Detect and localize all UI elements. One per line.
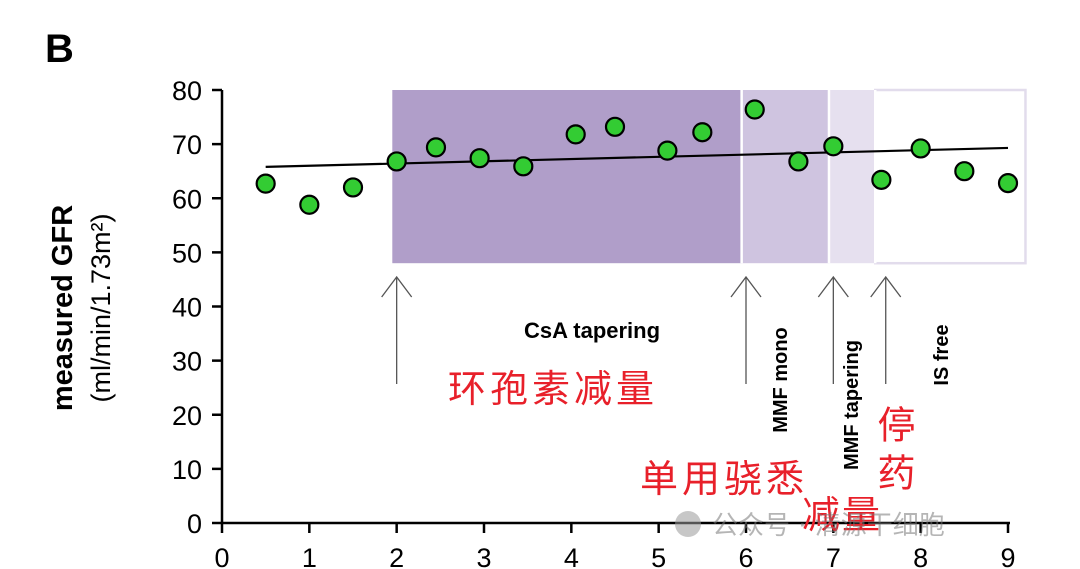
y-tick-label: 30 bbox=[172, 347, 202, 377]
data-point bbox=[604, 116, 626, 137]
annotation-cn-mmf-tapering: 减量 bbox=[802, 493, 882, 537]
phase-region-2 bbox=[828, 90, 876, 264]
watermark: 公众号 · 清源干细胞 bbox=[675, 511, 945, 541]
watermark-logo-icon bbox=[675, 511, 701, 537]
data-point bbox=[657, 140, 678, 161]
phase-arrows bbox=[381, 275, 902, 384]
x-tick-label: 5 bbox=[651, 543, 666, 569]
data-point bbox=[565, 124, 586, 145]
phase-region-0 bbox=[392, 90, 742, 264]
data-points bbox=[255, 99, 1019, 215]
x-tick-label: 4 bbox=[564, 543, 579, 569]
x-tick-label: 9 bbox=[1000, 543, 1015, 569]
annotation-cn-is-free: 停药 bbox=[871, 405, 915, 501]
y-axis-title: measured GFR bbox=[47, 205, 79, 411]
data-point bbox=[871, 169, 892, 190]
data-point bbox=[342, 177, 364, 198]
panel-label: B bbox=[45, 27, 74, 71]
data-point bbox=[954, 161, 975, 182]
data-point bbox=[744, 99, 765, 120]
x-tick-label: 2 bbox=[389, 543, 404, 569]
annotation-cn-csa: 环孢素减量 bbox=[448, 367, 658, 411]
y-tick-label: 60 bbox=[172, 184, 202, 214]
phase-arrow-head bbox=[870, 275, 902, 298]
y-tick-label: 50 bbox=[172, 238, 202, 268]
y-tick-label: 10 bbox=[172, 455, 202, 485]
phase-label-mmf-mono: MMF mono bbox=[770, 327, 792, 433]
x-tick-label: 0 bbox=[214, 543, 229, 569]
data-point bbox=[823, 136, 844, 157]
data-point bbox=[299, 194, 320, 215]
data-point bbox=[469, 148, 490, 169]
annotation-cn-mmf-mono: 单用骁悉 bbox=[640, 457, 808, 501]
y-tick-label: 80 bbox=[172, 76, 202, 106]
data-point bbox=[513, 156, 534, 177]
data-point bbox=[425, 137, 447, 158]
watermark-text: 公众号 · 清源干细胞 bbox=[712, 511, 945, 541]
y-tick-label: 0 bbox=[187, 509, 202, 539]
data-point bbox=[692, 122, 713, 143]
phase-label-is-free: IS free bbox=[931, 324, 953, 385]
x-tick-label: 3 bbox=[476, 543, 491, 569]
data-point bbox=[386, 151, 407, 172]
y-axis-label: measured GFR (ml/min/1.73m²) bbox=[47, 205, 116, 411]
x-ticks: 0 1 2 3 4 5 6 7 8 9 bbox=[214, 523, 1016, 569]
y-tick-label: 20 bbox=[172, 401, 202, 431]
phase-arrow-head bbox=[381, 275, 413, 298]
data-point bbox=[997, 172, 1019, 194]
phase-label-mmf-tapering: MMF tapering bbox=[841, 340, 863, 470]
y-ticks: 0 10 20 30 40 50 60 70 80 bbox=[172, 76, 222, 539]
phase-arrow-head bbox=[730, 275, 762, 298]
data-point bbox=[910, 138, 931, 159]
x-tick-label: 6 bbox=[738, 543, 753, 569]
data-point bbox=[788, 151, 809, 172]
x-tick-label: 7 bbox=[826, 543, 841, 569]
phase-regions bbox=[392, 88, 1027, 265]
phase-label-csa: CsA tapering bbox=[524, 318, 660, 343]
y-axis-unit: (ml/min/1.73m²) bbox=[86, 213, 116, 402]
y-tick-label: 70 bbox=[172, 130, 202, 160]
phase-arrow-head bbox=[817, 275, 849, 298]
y-tick-label: 40 bbox=[172, 293, 202, 323]
x-tick-label: 8 bbox=[913, 543, 928, 569]
x-tick-label: 1 bbox=[302, 543, 317, 569]
data-point bbox=[255, 173, 276, 194]
